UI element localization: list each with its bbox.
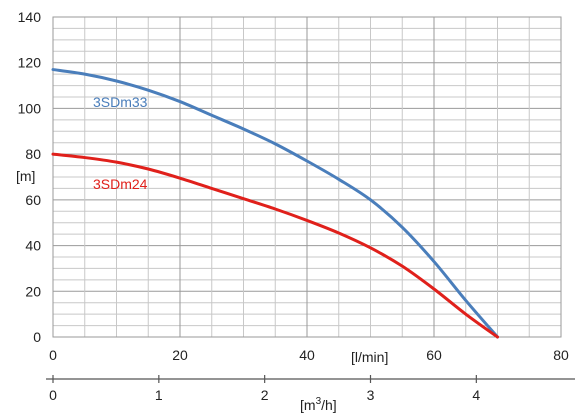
secondary-tick-label: 0	[49, 387, 57, 403]
series-line-3sdm24	[51, 152, 499, 339]
series-labels: 3SDm33 3SDm24	[93, 94, 148, 192]
series-label-3sdm33: 3SDm33	[93, 94, 148, 110]
x-axis-label: [l/min]	[351, 349, 388, 365]
x-tick-label: 20	[172, 347, 188, 363]
y-tick-label: 0	[33, 329, 41, 345]
y-tick-label: 20	[25, 283, 41, 299]
y-tick-label: 40	[25, 238, 41, 254]
x-tick-label: 60	[426, 347, 442, 363]
y-tick-label: 80	[25, 146, 41, 162]
y-tick-label: 140	[18, 9, 42, 25]
secondary-tick-label: 4	[472, 387, 480, 403]
series-line-3sdm33	[51, 68, 499, 339]
secondary-x-axis-label-sup: 3	[316, 396, 322, 407]
grid	[53, 17, 561, 337]
x-tick-label: 0	[49, 347, 57, 363]
series-label-3sdm24: 3SDm24	[93, 176, 148, 192]
x-tick-label: 80	[553, 347, 569, 363]
secondary-tick-label: 3	[367, 387, 375, 403]
y-tick-label: 120	[18, 55, 42, 71]
secondary-x-axis: 0 1 2 3 4	[46, 375, 575, 403]
secondary-x-axis-label-tail: /h]	[321, 397, 337, 413]
y-axis-ticks: 0 20 40 60 80 100 120 140	[18, 9, 42, 345]
y-axis-label: [m]	[16, 168, 35, 184]
secondary-tick-label: 1	[155, 387, 163, 403]
secondary-tick-label: 2	[261, 387, 269, 403]
series-lines	[51, 68, 499, 339]
secondary-x-axis-label: [m3/h]	[300, 396, 337, 413]
x-axis-ticks: 0 20 40 60 80	[49, 347, 569, 363]
y-tick-label: 60	[25, 192, 41, 208]
plot-frame	[52, 16, 562, 338]
y-tick-label: 100	[18, 100, 42, 116]
secondary-x-axis-label-base: [m	[300, 397, 316, 413]
x-tick-label: 40	[299, 347, 315, 363]
